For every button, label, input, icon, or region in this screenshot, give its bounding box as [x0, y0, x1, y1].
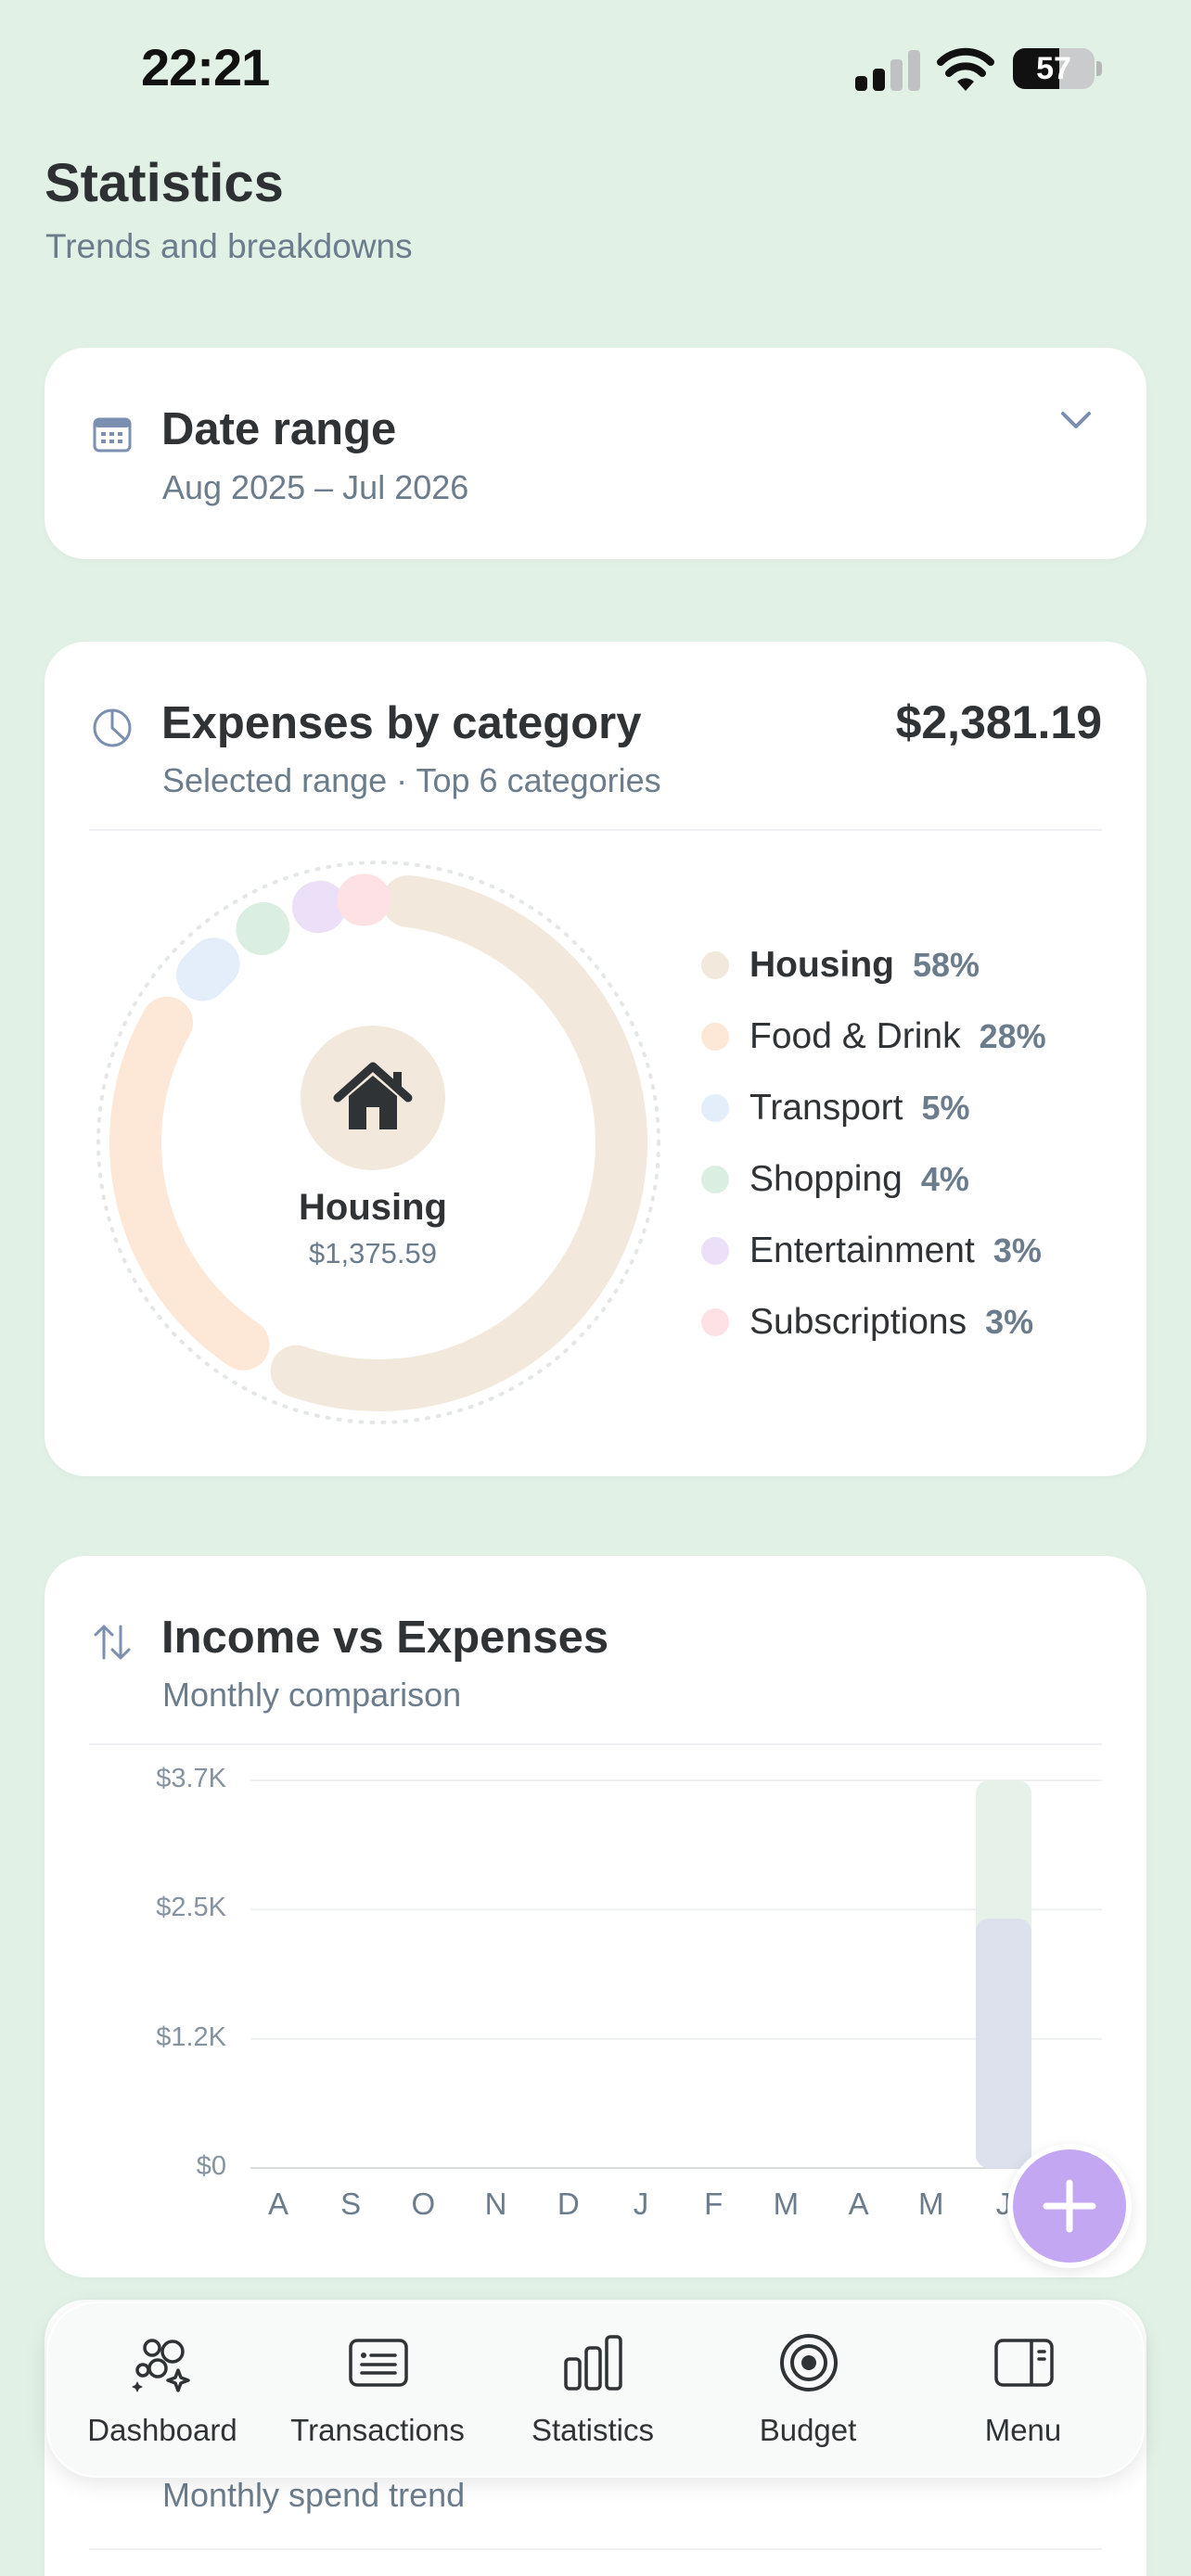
legend-item-transport[interactable]: Transport 5%	[701, 1083, 969, 1133]
x-tick-label: S	[340, 2187, 362, 2221]
legend-percent: 3%	[992, 1231, 1042, 1269]
nav-dashboard[interactable]: Dashboard	[56, 2303, 269, 2480]
nav-statistics[interactable]: Statistics	[486, 2303, 699, 2480]
bar-chart-svg	[250, 1779, 1102, 2169]
wifi-icon	[937, 47, 994, 91]
legend-percent: 28%	[979, 1017, 1046, 1055]
nav-label: Dashboard	[87, 2413, 237, 2447]
expenses-donut-chart[interactable]	[82, 846, 675, 1439]
income-expenses-chart[interactable]: $0 $1.2K $2.5K $3.7K A S O N D J F M A M J	[45, 1556, 1146, 2277]
donut-slice-entertainment[interactable]	[291, 880, 347, 934]
date-range-card[interactable]: Date range Aug 2025 – Jul 2026	[45, 348, 1146, 559]
income-vs-expenses-card: Income vs Expenses Monthly comparison $0…	[45, 1556, 1146, 2277]
bottom-nav: Dashboard Transactions Statistics Budget	[46, 2302, 1145, 2478]
legend-dot	[701, 1166, 729, 1193]
y-tick-label: $2.5K	[156, 1893, 226, 1923]
bar-expenses[interactable]	[976, 1918, 1031, 2168]
add-transaction-button[interactable]	[1007, 2144, 1132, 2268]
legend-percent: 5%	[921, 1089, 970, 1127]
legend-label: Subscriptions	[749, 1302, 967, 1342]
calendar-icon	[93, 417, 132, 453]
x-tick-label: M	[918, 2187, 944, 2221]
income-expenses-subtitle: Monthly comparison	[162, 1676, 462, 1714]
legend-label: Shopping	[749, 1159, 903, 1199]
expenses-by-category-card: Expenses by category Selected range · To…	[45, 642, 1146, 1476]
sort-arrows-icon	[94, 1625, 131, 1660]
legend-label: Transport	[749, 1088, 903, 1128]
expenses-title: Expenses by category	[161, 698, 642, 748]
battery-icon: 57	[1013, 48, 1102, 89]
x-tick-label: O	[411, 2187, 436, 2221]
donut-slice-shopping[interactable]	[236, 901, 290, 956]
menu-icon	[994, 2339, 1054, 2387]
nav-label: Budget	[759, 2413, 857, 2447]
pie-chart-icon	[93, 708, 132, 747]
chevron-down-icon[interactable]	[1056, 400, 1096, 440]
y-tick-label: $1.2K	[156, 2021, 226, 2052]
nav-transactions[interactable]: Transactions	[271, 2303, 484, 2480]
battery-level: 57	[1036, 51, 1071, 86]
y-tick-label: $0	[196, 2151, 226, 2181]
status-time: 22:21	[141, 38, 270, 96]
legend-percent: 3%	[985, 1303, 1034, 1341]
donut-outline	[96, 861, 660, 1424]
legend-label: Housing	[749, 945, 894, 985]
x-tick-label: M	[773, 2187, 800, 2221]
page-subtitle: Trends and breakdowns	[45, 227, 413, 265]
legend-label: Food & Drink	[749, 1016, 961, 1056]
x-tick-label: A	[848, 2187, 869, 2221]
budget-icon	[780, 2334, 838, 2391]
x-tick-label: N	[484, 2187, 507, 2221]
legend-item-food-drink[interactable]: Food & Drink 28%	[701, 1012, 1046, 1062]
legend-item-housing[interactable]: Housing 58%	[701, 940, 980, 990]
transactions-icon	[349, 2339, 408, 2387]
expenses-total: $2,381.19	[895, 696, 1102, 748]
spend-trend-subtitle: Monthly spend trend	[162, 2476, 466, 2514]
legend-label: Entertainment	[749, 1231, 975, 1270]
y-tick-label: $3.7K	[156, 1764, 226, 1793]
legend-dot	[701, 1094, 729, 1122]
legend-dot	[701, 1023, 729, 1051]
legend-dot	[701, 951, 729, 979]
expenses-subtitle: Selected range · Top 6 categories	[162, 761, 661, 799]
date-range-title: Date range	[161, 404, 397, 454]
legend-dot	[701, 1308, 729, 1336]
nav-label: Statistics	[531, 2413, 655, 2447]
legend-percent: 4%	[920, 1160, 969, 1198]
x-tick-label: J	[633, 2187, 649, 2221]
x-tick-label: D	[557, 2187, 580, 2221]
donut-center-label: Housing	[299, 1187, 447, 1228]
x-tick-label: A	[267, 2187, 288, 2221]
house-icon	[301, 1026, 445, 1170]
donut-center-value: $1,375.59	[309, 1237, 437, 1269]
x-tick-label: F	[704, 2187, 724, 2221]
status-bar: 22:21 57	[0, 0, 1191, 139]
page-title: Statistics	[45, 153, 284, 213]
nav-label: Transactions	[290, 2413, 465, 2447]
legend-dot	[701, 1237, 729, 1265]
legend-item-entertainment[interactable]: Entertainment 3%	[701, 1226, 1042, 1276]
date-range-value: Aug 2025 – Jul 2026	[162, 468, 469, 506]
dashboard-icon	[132, 2339, 190, 2392]
statistics-icon	[564, 2335, 622, 2391]
legend-item-shopping[interactable]: Shopping 4%	[701, 1154, 969, 1205]
cellular-signal-icon	[855, 48, 920, 91]
plus-icon	[1043, 2179, 1096, 2233]
nav-label: Menu	[984, 2413, 1062, 2447]
income-expenses-title: Income vs Expenses	[161, 1613, 609, 1663]
legend-item-subscriptions[interactable]: Subscriptions 3%	[701, 1297, 1033, 1347]
nav-budget[interactable]: Budget	[701, 2303, 915, 2480]
donut-slice-food-drink[interactable]	[109, 996, 270, 1371]
nav-menu[interactable]: Menu	[916, 2303, 1130, 2480]
legend-percent: 58%	[912, 946, 980, 984]
donut-slice-housing[interactable]	[270, 874, 647, 1411]
donut-slice-transport[interactable]	[176, 937, 240, 1001]
